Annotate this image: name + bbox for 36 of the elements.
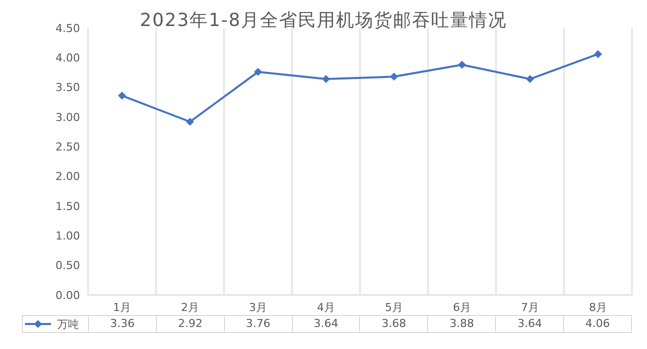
text: 3.50 bbox=[56, 81, 80, 94]
point bbox=[254, 68, 262, 76]
x-tick-label: 4月 bbox=[317, 300, 335, 314]
point bbox=[390, 72, 398, 81]
text: 1.50 bbox=[56, 200, 80, 213]
x-tick-label: 8月 bbox=[589, 300, 607, 314]
data-label: 3.68 bbox=[360, 316, 428, 332]
text: 4.50 bbox=[56, 22, 80, 35]
x-tick-label: 5月 bbox=[385, 300, 403, 314]
data-label: 3.76 bbox=[224, 316, 293, 332]
data-label: 3.88 bbox=[428, 316, 496, 332]
text: 3.00 bbox=[56, 110, 80, 124]
text: 2.50 bbox=[56, 140, 80, 154]
point bbox=[186, 118, 194, 126]
point bbox=[322, 75, 330, 84]
point bbox=[118, 92, 126, 100]
text: 0.50 bbox=[56, 259, 80, 272]
legend-label: 万吨 bbox=[57, 316, 79, 332]
text: 0.00 bbox=[56, 288, 80, 302]
text: 1.00 bbox=[56, 230, 80, 243]
x-tick-label: 2月 bbox=[181, 300, 199, 314]
x-tick-label: 6月 bbox=[453, 300, 471, 314]
data-label: 3.36 bbox=[88, 316, 157, 332]
text: 4.00 bbox=[56, 52, 80, 65]
data-label: 2.92 bbox=[156, 316, 225, 332]
x-tick-label: 1月 bbox=[113, 300, 131, 314]
point bbox=[458, 60, 466, 69]
x-tick-label: 7月 bbox=[521, 300, 539, 314]
x-tick-label: 3月 bbox=[249, 300, 267, 314]
point bbox=[594, 50, 602, 58]
data-label: 4.06 bbox=[584, 316, 611, 332]
point bbox=[526, 75, 534, 84]
data-label: 3.64 bbox=[292, 316, 360, 332]
data-label: 3.64 bbox=[496, 316, 564, 332]
text: 2.00 bbox=[56, 170, 80, 184]
chart-title: 2023年1-8月全省民用机场货邮吞吐量情况 bbox=[140, 10, 508, 31]
